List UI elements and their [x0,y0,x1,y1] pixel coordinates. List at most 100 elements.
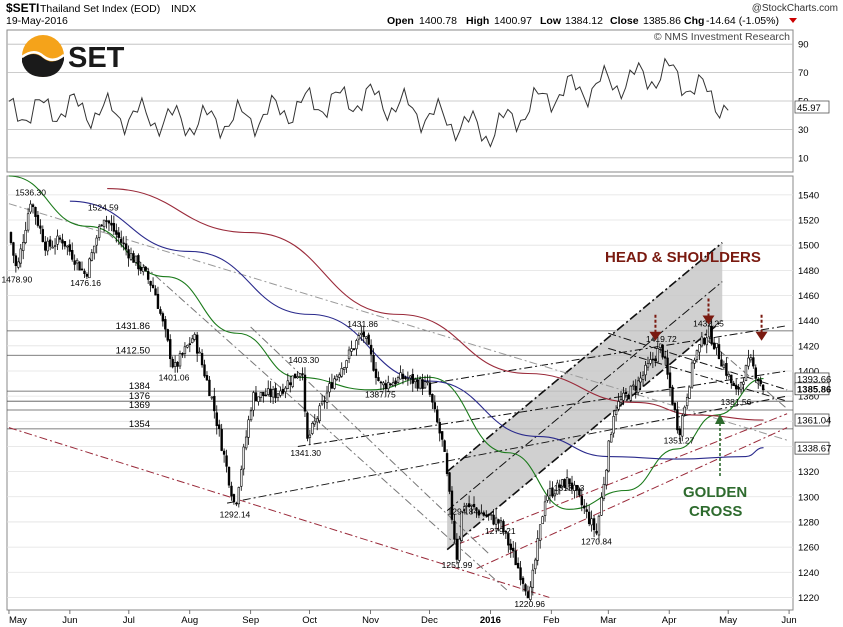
candle-body [416,379,419,389]
candle-body [641,374,645,380]
value-tag-label: 1393.66 [797,374,831,385]
candle-body [663,356,667,359]
candle-body [159,309,162,314]
candle-body [298,373,302,377]
horizontal-level-label: 1376 [129,391,150,402]
candle-body [365,336,368,339]
candle-body [715,342,718,348]
candle-body [742,381,745,385]
candle-body [592,518,596,531]
candle-body [739,382,743,391]
candle-body [546,495,549,501]
x-tick-label: 2016 [480,615,501,626]
candle-body [504,530,508,533]
candle-body [480,512,483,515]
candle-body [93,245,96,254]
candle-body [536,538,539,561]
candle-body [279,390,282,396]
candle-body [208,379,211,397]
pivot-label: 1341.30 [290,448,321,458]
candle-body [543,501,547,516]
candle-body [614,410,618,415]
price-panel [6,175,794,611]
logo-text: SET [68,42,125,74]
candle-body [646,363,650,368]
candle-body [259,392,263,398]
candle-body [678,428,682,436]
candle-body [521,577,525,584]
candle-body [744,365,748,382]
chart-name: Thailand Set Index (EOD) [40,3,160,15]
candle-body [210,396,214,399]
candle-body [284,387,287,393]
candle-body [502,521,505,532]
candle-body [220,429,223,451]
candle-body [240,469,243,487]
candle-body [610,434,613,443]
candle-body [605,469,608,486]
candle-body [218,424,221,429]
candle-body [313,420,316,425]
candle-body [340,368,343,377]
candle-body [541,516,544,525]
candle-body [685,396,689,407]
candle-body [232,494,236,502]
x-tick-label: Apr [662,615,677,626]
horizontal-level-label: 1431.86 [116,321,150,332]
candle-body [252,392,255,411]
candle-body [107,220,111,224]
candle-body [17,261,20,268]
candle-body [105,220,108,222]
candle-body [379,381,383,384]
candle-body [749,357,753,361]
pivot-label: 1294.84 [448,506,479,516]
candle-body [173,362,177,367]
candle-body [267,388,270,395]
price-tick-label: 1460 [798,291,819,302]
candle-body [612,416,615,434]
candle-body [323,400,326,402]
candle-body [649,359,652,364]
candle-body [333,378,336,389]
candle-body [276,393,280,398]
candle-body [83,270,86,274]
pivot-label: 1292.14 [220,510,251,520]
candle-body [489,513,493,516]
price-tick-label: 1300 [798,492,819,503]
candle-body [183,346,187,354]
candle-body [619,399,623,403]
candle-body [36,214,40,226]
candle-body [514,550,517,566]
candle-body [230,485,233,497]
candle-body [700,336,704,347]
candle-body [85,273,89,277]
candle-body [335,375,339,381]
candle-body [673,402,677,411]
candle-body [573,484,576,491]
pivot-label: 1251.99 [442,560,473,570]
candle-body [198,351,201,354]
candle-body [720,359,723,367]
price-tick-label: 1520 [798,216,819,227]
candle-body [203,364,206,377]
candle-body [161,313,165,322]
x-tick-label: Aug [181,615,198,626]
pivot-label: 1401.06 [159,373,190,383]
candle-body [695,350,699,360]
candle-body [436,409,439,423]
candle-body [470,504,473,507]
candle-body [46,240,49,252]
candle-body [24,229,27,243]
candle-body [328,383,331,393]
candle-body [538,524,542,541]
candle-body [262,391,265,397]
candle-body [482,512,486,516]
candle-body [178,353,182,367]
candle-body [668,372,672,389]
candle-body [225,455,228,467]
price-tick-label: 1440 [798,316,819,327]
candle-body [666,357,669,375]
candle-body [438,422,441,434]
candle-body [585,509,588,512]
